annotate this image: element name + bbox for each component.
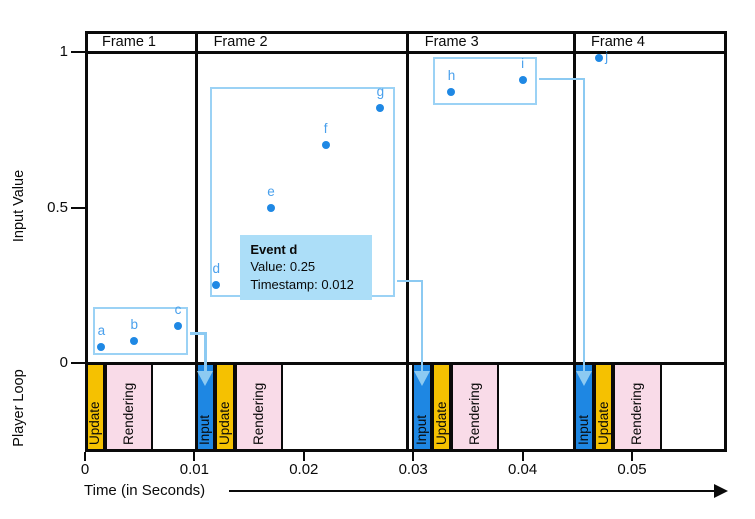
event-dot[interactable] — [447, 88, 456, 97]
y-tick-mark — [71, 362, 85, 364]
frame-boundary-line — [572, 31, 576, 452]
y-axis-title: Input Value — [11, 169, 27, 243]
phase-bar-label: Rendering — [629, 382, 645, 445]
event-label: i — [521, 55, 525, 71]
connector-elbow-line — [396, 279, 424, 283]
event-dot[interactable] — [376, 103, 385, 112]
event-dot[interactable] — [518, 75, 527, 84]
connector-elbow-line — [189, 332, 207, 335]
phase-bar-label: Rendering — [120, 382, 136, 445]
tooltip-timestamp-line: Timestamp: 0.012 — [250, 276, 354, 292]
x-tick-label: 0 — [80, 461, 90, 478]
phase-bar-label: Update — [217, 401, 233, 445]
y-tick-mark — [71, 206, 85, 209]
event-label: b — [130, 317, 138, 333]
x-tick-mark — [84, 452, 86, 461]
phase-bar-label: Input — [197, 414, 213, 445]
phase-bar-label: Input — [413, 414, 429, 445]
tooltip: Event d Value: 0.25 Timestamp: 0.012 — [240, 234, 373, 301]
event-dot[interactable] — [173, 321, 182, 330]
frame-header-label: Frame 2 — [213, 34, 268, 50]
phase-bar-label: Input — [575, 414, 591, 445]
arrow-down-icon — [575, 371, 592, 386]
connector-elbow-line — [538, 77, 586, 81]
frame-header-label: Frame 4 — [591, 34, 646, 50]
x-tick-mark — [412, 452, 415, 461]
event-dot[interactable] — [212, 281, 221, 290]
tooltip-title: Event d — [250, 241, 298, 257]
header-bottom-line — [85, 50, 727, 54]
connector-drop-line — [204, 332, 207, 372]
x-tick-label: 0.05 — [617, 461, 647, 478]
frame-header-label: Frame 1 — [102, 34, 156, 50]
phase-bar-label: Rendering — [250, 382, 266, 445]
event-label: g — [376, 83, 385, 99]
y-tick-label: 0.5 — [47, 198, 68, 216]
phase-bar-rendering — [451, 363, 499, 452]
event-dot[interactable] — [321, 141, 330, 150]
arrow-down-icon — [413, 371, 430, 386]
player-loop-axis-title: Player Loop — [11, 369, 27, 447]
x-tick-label: 0.03 — [398, 461, 428, 478]
frame-boundary-line — [195, 31, 199, 452]
event-label: h — [447, 68, 456, 84]
zero-line — [85, 361, 727, 365]
x-tick-mark — [193, 452, 196, 461]
phase-bar-label: Update — [86, 401, 102, 445]
arrow-right-icon — [714, 484, 728, 498]
event-dot[interactable] — [97, 343, 106, 352]
x-tick-label: 0.02 — [289, 461, 319, 478]
x-axis-title: Time (in Seconds) — [84, 482, 206, 499]
event-dot[interactable] — [266, 203, 275, 212]
phase-bar-label: Rendering — [467, 382, 482, 445]
event-label: j — [605, 49, 609, 65]
event-label: c — [174, 301, 182, 317]
y-tick-mark — [71, 51, 85, 53]
x-tick-mark — [302, 452, 305, 461]
event-label: e — [267, 183, 275, 199]
connector-drop-line — [582, 77, 586, 372]
event-label: a — [97, 323, 106, 339]
x-tick-label: 0.04 — [507, 461, 538, 478]
frame-boundary-line — [406, 31, 410, 452]
event-dot[interactable] — [130, 337, 139, 346]
phase-bar-rendering — [104, 363, 153, 452]
phase-bar-label: Update — [595, 401, 611, 445]
y-tick-label: 0 — [59, 354, 68, 371]
tooltip-value-line: Value: 0.25 — [250, 259, 316, 275]
event-dot[interactable] — [595, 54, 604, 63]
frame-header-label: Frame 3 — [424, 34, 479, 50]
connector-drop-line — [420, 279, 424, 372]
event-label: f — [323, 121, 328, 137]
x-tick-label: 0.01 — [179, 461, 209, 478]
phase-bar-label: Update — [433, 401, 449, 445]
arrow-down-icon — [197, 371, 214, 386]
event-label: d — [212, 261, 221, 277]
x-tick-mark — [521, 452, 524, 461]
x-axis-arrow-line — [229, 490, 715, 492]
x-tick-mark — [631, 452, 633, 461]
y-tick-label: 1 — [59, 43, 68, 60]
